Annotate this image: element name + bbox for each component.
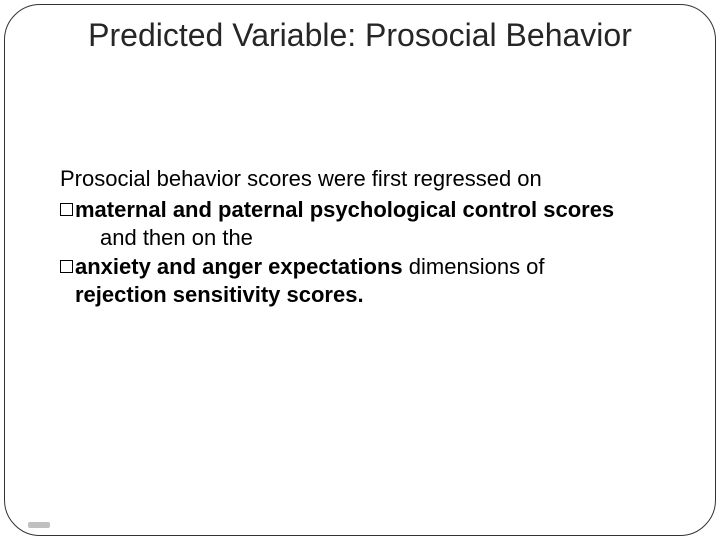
bullet-item-2: anxiety and anger expectations dimension…: [60, 253, 660, 310]
intro-text: Prosocial behavior scores were first reg…: [60, 165, 660, 194]
bullet-2-bold: anxiety and anger expectations: [75, 254, 403, 279]
bullet-1-content: maternal and paternal psychological cont…: [75, 196, 660, 225]
title-container: Predicted Variable: Prosocial Behavior: [0, 16, 720, 54]
body-container: Prosocial behavior scores were first reg…: [60, 165, 660, 310]
bullet-item-1: maternal and paternal psychological cont…: [60, 196, 660, 225]
square-bullet-icon: [60, 203, 73, 216]
slide-title: Predicted Variable: Prosocial Behavior: [60, 16, 660, 54]
bullet-2-rest-a: dimensions of: [403, 254, 545, 279]
page-number-placeholder: [28, 522, 50, 528]
sub-text-1: and then on the: [60, 224, 660, 253]
bullet-1-bold: maternal and paternal psychological cont…: [75, 197, 614, 222]
bullet-2-content: anxiety and anger expectations dimension…: [75, 253, 660, 310]
bullet-2-line2: rejection sensitivity scores.: [75, 281, 660, 310]
square-bullet-icon: [60, 260, 73, 273]
